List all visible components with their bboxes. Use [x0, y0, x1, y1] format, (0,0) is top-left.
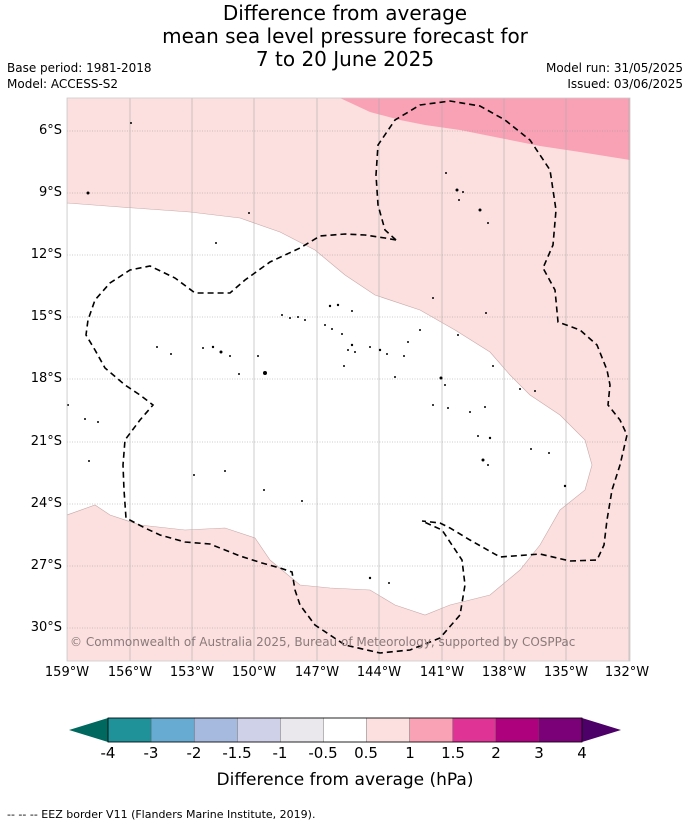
colorbar-cell: [107, 717, 152, 743]
colorbar-label: 2: [491, 744, 501, 762]
colorbar-label: 1: [405, 744, 415, 762]
colorbar-cell: [193, 717, 238, 743]
colorbar-title: Difference from average (hPa): [216, 770, 474, 790]
lat-label-15s: 15°S: [30, 309, 62, 324]
model-name: Model: ACCESS-S2: [7, 77, 119, 91]
colorbar-cell: [280, 717, 324, 743]
lat-label-21s: 21°S: [30, 434, 62, 449]
colorbar-label: -2: [186, 744, 202, 762]
lon-label-144w: 144°W: [356, 665, 402, 680]
colorbar-label: 1.5: [441, 744, 465, 762]
base-period: Base period: 1981-2018: [7, 61, 152, 75]
colorbar-label: 0.5: [354, 744, 378, 762]
colorbar-label: -4: [100, 744, 116, 762]
lat-label-30s: 30°S: [30, 620, 62, 635]
colorbar-label: 3: [534, 744, 544, 762]
colorbar-label: -3: [143, 744, 159, 762]
lat-label-24s: 24°S: [30, 496, 62, 511]
lon-label-156w: 156°W: [107, 665, 153, 680]
lat-label-9s: 9°S: [38, 185, 62, 200]
lat-label-18s: 18°S: [30, 371, 62, 386]
model-run: Model run: 31/05/2025: [545, 61, 683, 75]
lat-label-12s: 12°S: [30, 247, 62, 262]
colorbar-cell: [150, 717, 195, 743]
region-pink-medium: [340, 98, 630, 160]
meridians: [67, 98, 630, 661]
eez-border-east: [375, 100, 628, 562]
lon-label-138w: 138°W: [481, 665, 527, 680]
colorbar-cell: [237, 717, 281, 743]
lon-label-147w: 147°W: [294, 665, 340, 680]
islands: [67, 122, 567, 584]
title-line-3: 7 to 20 June 2025: [255, 47, 435, 71]
colorbar-high-arrow: [582, 718, 621, 742]
title-line-2: mean sea level pressure forecast for: [162, 24, 528, 48]
colorbar-label: -1.5: [222, 744, 252, 762]
map-frame: [66, 97, 631, 662]
colorbar-label: 4: [577, 744, 587, 762]
map-area: © Commonwealth of Australia 2025, Bureau…: [67, 98, 630, 661]
lat-label-6s: 6°S: [38, 123, 62, 138]
colorbar-cell: [538, 717, 583, 743]
eez-border-west: [85, 233, 466, 654]
colorbar-label: -0.5: [308, 744, 338, 762]
meta-right: Model run: 31/05/2025 Issued: 03/06/2025: [546, 60, 683, 92]
chart-title: Difference from average mean sea level p…: [0, 2, 690, 71]
colorbar-cell: [323, 717, 368, 743]
meta-left: Base period: 1981-2018 Model: ACCESS-S2: [7, 60, 152, 92]
lon-label-153w: 153°W: [169, 665, 215, 680]
lon-label-135w: 135°W: [543, 665, 589, 680]
region-white-neutral: [67, 202, 593, 616]
issued-date: Issued: 03/06/2025: [567, 77, 683, 91]
colorbar-cell: [409, 717, 454, 743]
colorbar-cell: [366, 717, 411, 743]
lon-label-150w: 150°W: [231, 665, 277, 680]
colorbar-cell: [452, 717, 497, 743]
map-copyright: © Commonwealth of Australia 2025, Bureau…: [70, 635, 575, 649]
title-line-1: Difference from average: [222, 1, 468, 25]
lat-label-27s: 27°S: [30, 558, 62, 573]
colorbar-frame: [107, 717, 583, 743]
footnote-eez: -- -- -- EEZ border V11 (Flanders Marine…: [7, 808, 316, 821]
lon-label-141w: 141°W: [419, 665, 465, 680]
colorbar: [69, 717, 621, 743]
lon-label-159w: 159°W: [44, 665, 90, 680]
lon-label-132w: 132°W: [604, 665, 650, 680]
colorbar-label: -1: [272, 744, 288, 762]
colorbar-cell: [495, 717, 540, 743]
colorbar-low-arrow: [69, 718, 108, 742]
